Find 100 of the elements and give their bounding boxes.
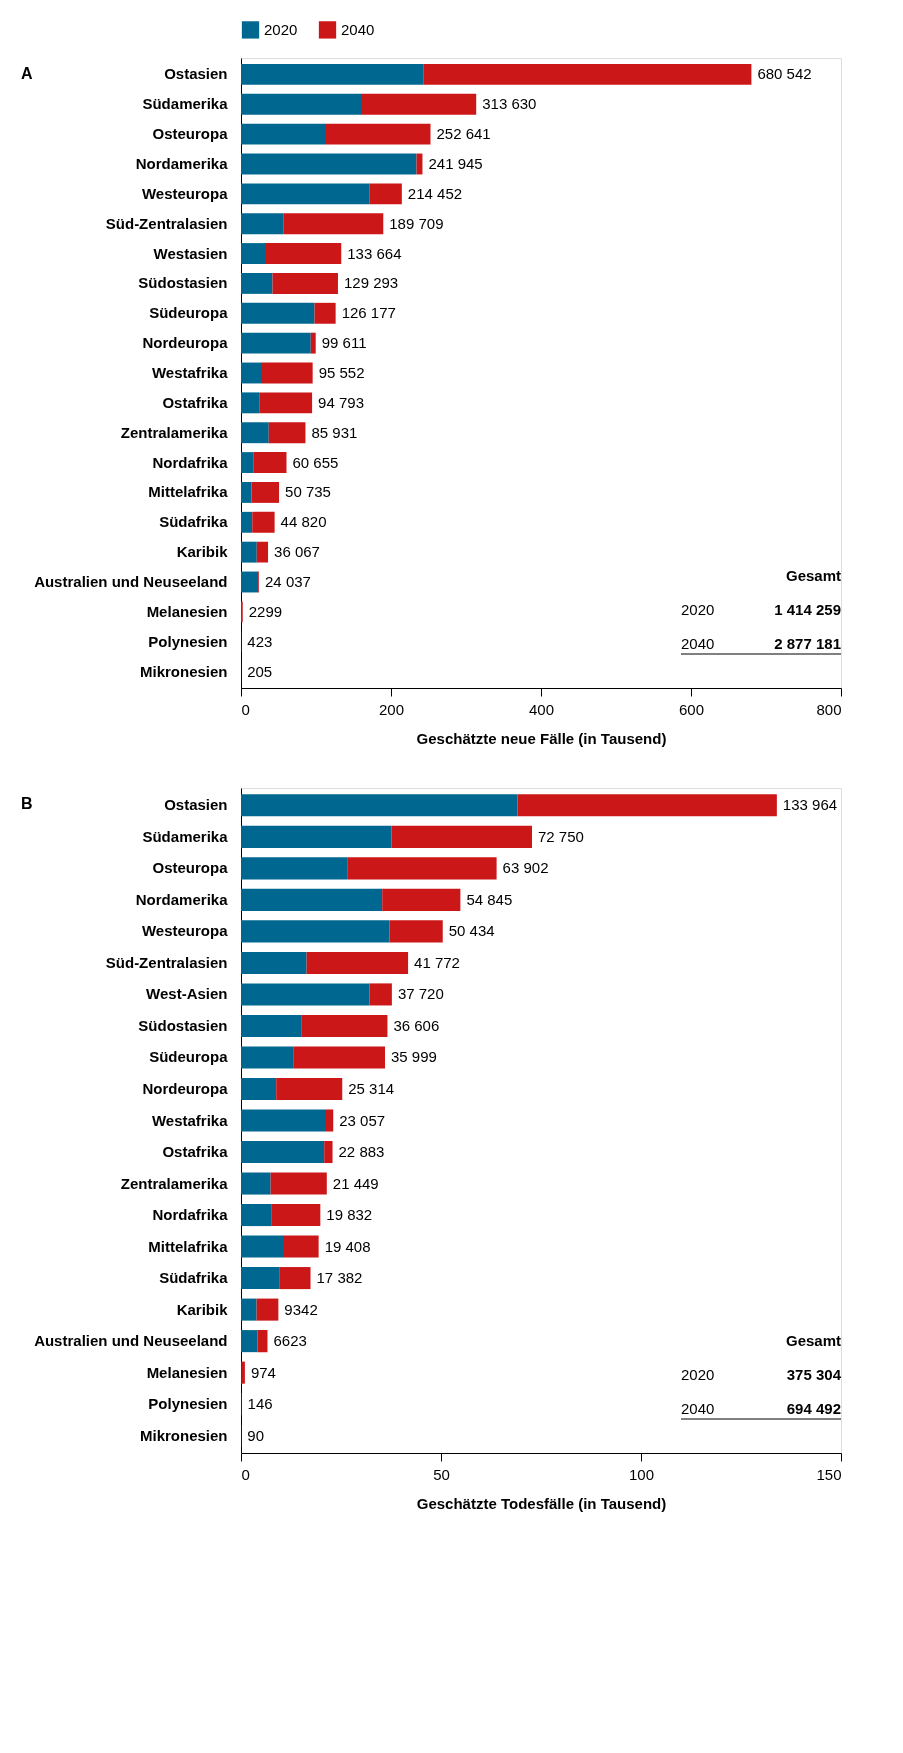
y-tick-label: Nordamerika [135, 890, 229, 908]
y-tick-label: Nordafrika [152, 453, 229, 471]
y-tick-label: Polynesien [148, 632, 228, 650]
annotation: 17 382 [316, 1269, 363, 1287]
x-tick-label: 50 [433, 1465, 450, 1483]
annotation: 36 067 [274, 543, 320, 561]
y-tick-label: Nordeuropa [142, 334, 229, 352]
y-tick-label: Nordafrika [152, 1206, 229, 1224]
annotation: 99 611 [321, 334, 367, 352]
annotation: 313 630 [482, 95, 537, 113]
annotation: 2 877 181 [774, 635, 841, 652]
y-tick-label: Südamerika [142, 95, 229, 113]
y-tick-label: Melanesien [146, 602, 228, 620]
x-axis-title: Geschätzte neue Fälle (in Tausend) [416, 729, 667, 747]
annotation: 9342 [284, 1300, 318, 1318]
annotation: 241 945 [428, 155, 483, 172]
annotation: 129 293 [343, 274, 399, 292]
annotation: 50 434 [448, 922, 495, 940]
annotation: 214 452 [407, 184, 463, 202]
annotation: 24 037 [265, 573, 311, 590]
x-tick-label: 600 [678, 700, 705, 718]
y-tick-label: Ostafrika [162, 1143, 229, 1161]
annotation: 252 641 [436, 125, 491, 143]
annotation: 21 449 [332, 1174, 379, 1192]
legend-label: 2040 [341, 20, 375, 38]
annotation: 94 793 [318, 393, 364, 411]
annotation: 375 304 [786, 1366, 842, 1383]
annotation: 423 [247, 632, 273, 650]
y-tick-label: Westeuropa [141, 922, 229, 940]
y-tick-label: Ostasien [164, 796, 228, 814]
annotation: Gesamt [785, 1332, 841, 1349]
annotation: 2040 [681, 1400, 715, 1417]
annotation: 2040 [681, 635, 715, 652]
annotation: 19 832 [326, 1206, 373, 1224]
y-tick-label: Australien und Neuseeland [34, 1332, 228, 1350]
annotation: 63 902 [502, 859, 549, 877]
annotation: 1 414 259 [774, 601, 841, 618]
annotation: 23 057 [339, 1111, 386, 1129]
text: B [21, 795, 33, 812]
y-tick-label: Ostafrika [162, 393, 229, 411]
legend-label: 2020 [264, 20, 298, 38]
annotation: 133 664 [347, 244, 402, 262]
y-tick-label: West-Asien [146, 985, 228, 1003]
annotation: 72 750 [538, 827, 584, 845]
x-tick-label: 0 [241, 700, 250, 718]
annotation: 60 655 [292, 453, 339, 471]
annotation: 146 [247, 1395, 273, 1413]
y-tick-label: Karibik [176, 543, 229, 561]
annotation: 36 606 [393, 1016, 440, 1034]
annotation: 133 964 [782, 796, 838, 814]
y-tick-label: Westasien [153, 244, 228, 262]
annotation: 95 552 [318, 364, 365, 381]
y-tick-label: Süd-Zentralasien [105, 953, 228, 971]
y-tick-label: Südeuropa [149, 1048, 229, 1066]
y-tick-label: Süd-Zentralasien [105, 214, 228, 232]
annotation: 22 883 [338, 1143, 385, 1161]
y-tick-label: Mikronesien [139, 662, 228, 680]
annotation: Gesamt [785, 567, 841, 584]
y-tick-label: Südeuropa [149, 304, 229, 322]
annotation: 85 931 [311, 423, 358, 441]
annotation: 35 999 [391, 1048, 437, 1066]
annotation: 6623 [273, 1332, 307, 1350]
text: A [21, 65, 33, 82]
annotation: 90 [247, 1426, 265, 1444]
annotation: 205 [247, 662, 273, 680]
x-tick-label: 800 [816, 700, 842, 718]
y-tick-label: Zentralamerika [120, 1174, 229, 1192]
annotation: 25 314 [348, 1079, 395, 1097]
y-tick-label: Australien und Neuseeland [34, 573, 228, 590]
y-tick-label: Nordamerika [135, 155, 229, 172]
annotation: 54 845 [466, 890, 513, 908]
y-tick-label: Osteuropa [152, 125, 229, 143]
y-tick-label: Südafrika [159, 1269, 229, 1287]
annotation: 2020 [681, 1366, 715, 1383]
y-tick-label: Mikronesien [139, 1426, 228, 1444]
y-tick-label: Westafrika [151, 364, 229, 381]
x-axis-title: Geschätzte Todesfälle (in Tausend) [416, 1494, 667, 1512]
annotation: 44 820 [280, 513, 327, 531]
x-tick-label: 200 [378, 700, 405, 718]
annotation: 19 408 [324, 1237, 371, 1255]
y-tick-label: Melanesien [146, 1363, 228, 1381]
y-tick-label: Südostasien [138, 274, 228, 292]
annotation: 41 772 [414, 953, 460, 971]
x-tick-label: 0 [241, 1465, 250, 1483]
annotation: 50 735 [285, 483, 331, 501]
y-tick-label: Mittelafrika [148, 1237, 229, 1255]
annotation: 37 720 [397, 985, 444, 1003]
annotation: 2020 [681, 601, 715, 618]
y-tick-label: Südafrika [159, 513, 229, 531]
annotation: 974 [250, 1363, 276, 1381]
annotation: 126 177 [341, 304, 396, 322]
y-tick-label: Polynesien [148, 1395, 228, 1413]
y-tick-label: Zentralamerika [120, 423, 229, 441]
y-tick-label: Karibik [176, 1300, 229, 1318]
x-tick-label: 150 [816, 1465, 842, 1483]
annotation: 2299 [248, 602, 283, 620]
y-tick-label: Osteuropa [152, 859, 229, 877]
y-tick-label: Mittelafrika [148, 483, 229, 501]
x-tick-label: 100 [628, 1465, 655, 1483]
y-tick-label: Westeuropa [141, 184, 229, 202]
